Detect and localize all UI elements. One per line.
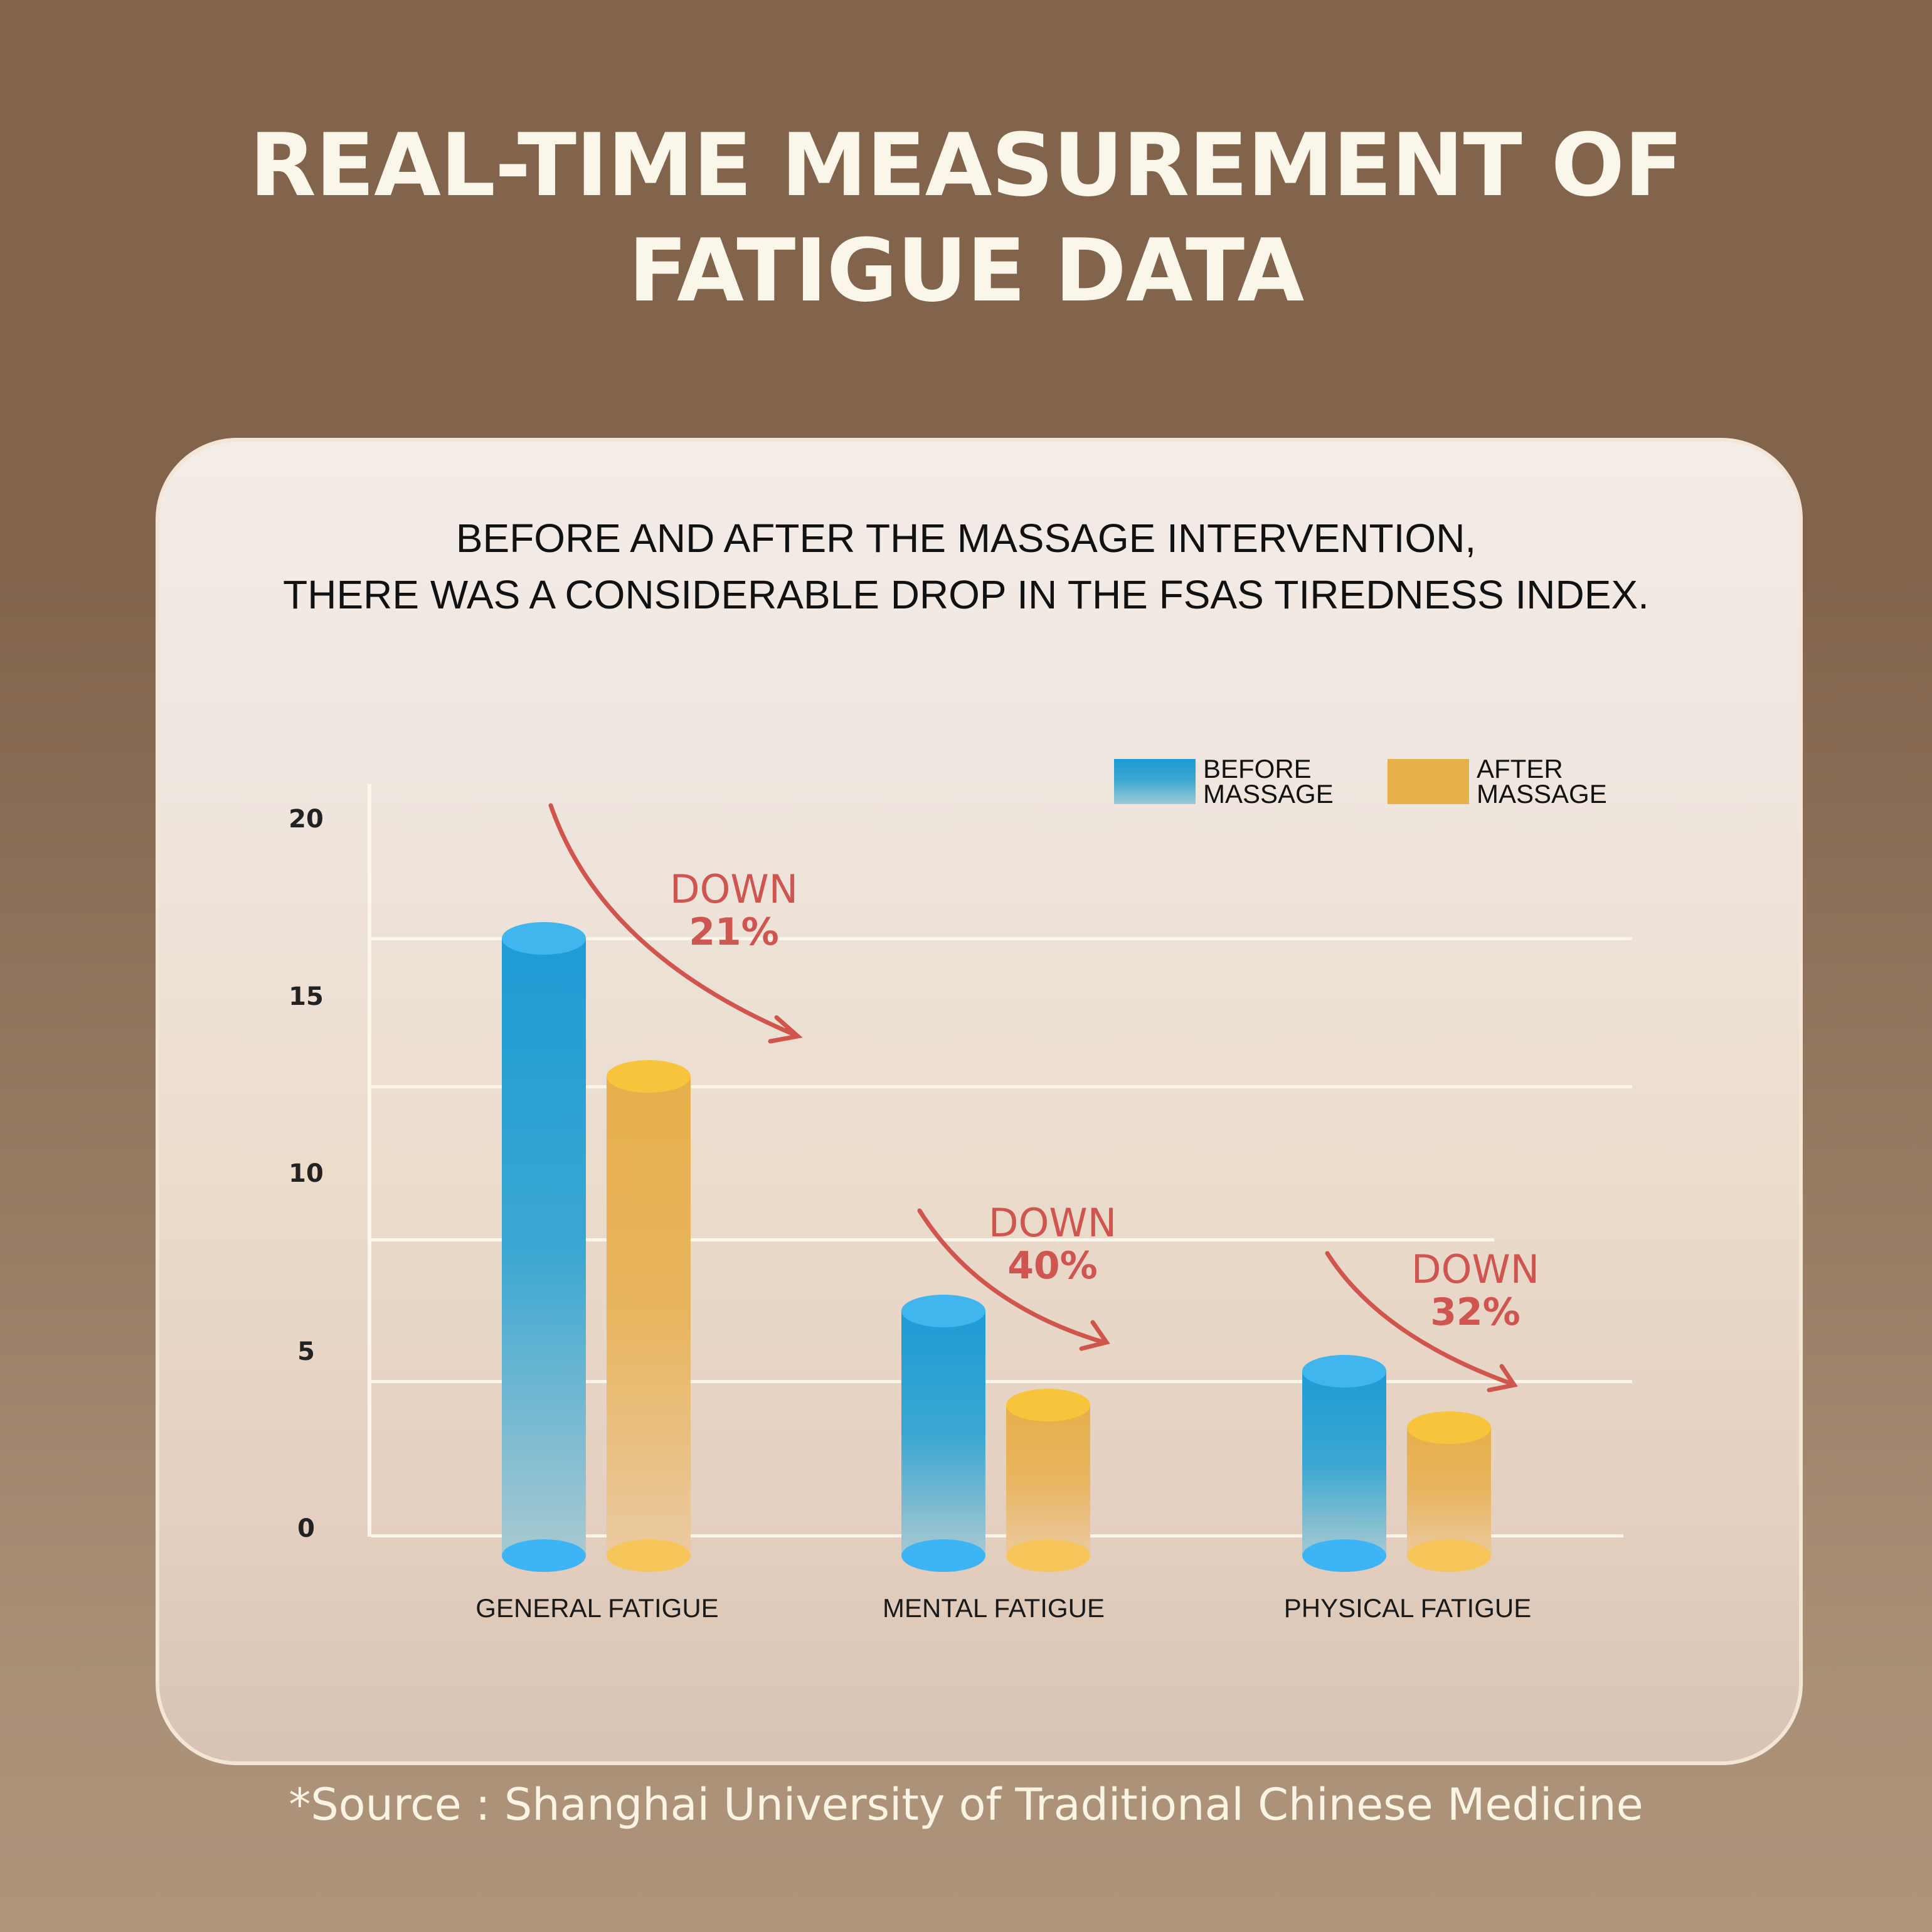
bar-mental-after	[1006, 1389, 1090, 1572]
chart-subtitle-line-2: THERE WAS A CONSIDERABLE DROP IN THE FSA…	[283, 572, 1649, 617]
legend-before-label: BEFORE MASSAGE	[1203, 754, 1334, 809]
y-tick-5: 5	[297, 1337, 315, 1366]
title-line-1: REAL-TIME MEASUREMENT OF	[249, 115, 1684, 216]
legend-before: BEFORE MASSAGE	[1114, 756, 1334, 807]
legend-before-swatch	[1114, 759, 1196, 804]
y-axis-line	[368, 784, 371, 1537]
title-line-2: FATIGUE DATA	[628, 220, 1305, 321]
annotation-general: DOWN 21%	[669, 866, 799, 954]
source-note: *Source : Shanghai University of Traditi…	[289, 1779, 1643, 1830]
legend-after-swatch	[1388, 759, 1469, 804]
gridline	[371, 1085, 1632, 1088]
gridline	[371, 937, 1632, 940]
y-tick-0: 0	[297, 1514, 315, 1543]
bar-mental-before	[901, 1295, 985, 1572]
x-label-general: GENERAL FATIGUE	[475, 1593, 719, 1623]
page-title: REAL-TIME MEASUREMENT OF FATIGUE DATA	[0, 113, 1932, 324]
y-tick-10: 10	[289, 1159, 324, 1188]
bar-physical-after	[1407, 1411, 1491, 1572]
chart-card	[156, 438, 1803, 1765]
annotation-physical: DOWN 32%	[1411, 1246, 1540, 1334]
legend-after: AFTER MASSAGE	[1388, 756, 1607, 807]
y-tick-15: 15	[289, 982, 324, 1011]
x-axis-line	[371, 1534, 1623, 1537]
gridline	[371, 1380, 1632, 1383]
bar-general-after	[607, 1060, 691, 1572]
legend-after-label: AFTER MASSAGE	[1477, 754, 1607, 809]
y-tick-20: 20	[289, 805, 324, 834]
bar-general-before	[502, 922, 586, 1572]
bar-physical-before	[1302, 1355, 1386, 1572]
chart-subtitle-line-1: BEFORE AND AFTER THE MASSAGE INTERVENTIO…	[455, 516, 1477, 561]
x-label-mental: MENTAL FATIGUE	[883, 1593, 1105, 1623]
annotation-mental: DOWN 40%	[988, 1200, 1117, 1288]
x-label-physical: PHYSICAL FATIGUE	[1283, 1593, 1532, 1623]
